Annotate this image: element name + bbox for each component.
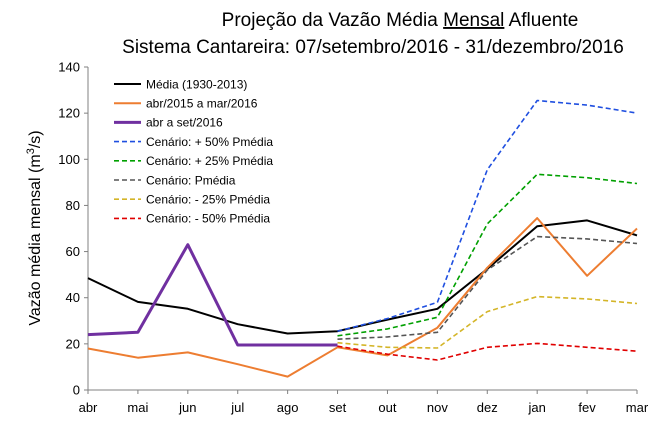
- legend-label-7: Cenário: - 50% Pmédia: [146, 212, 270, 226]
- series-line-6: [337, 295, 638, 349]
- chart-title-line-1: Projeção da Vazão Média Mensal Afluente: [222, 10, 579, 31]
- chart-title-line-2: Sistema Cantareira: 07/setembro/2016 - 3…: [122, 37, 624, 58]
- x-tick-label: mar: [626, 400, 649, 415]
- x-tick-label: abr: [79, 400, 98, 415]
- y-tick-label: 140: [58, 60, 80, 75]
- axes: 0 20 40 60 80 100 120 140 abr mai jun jul ago set out n…: [58, 60, 649, 416]
- x-tick-label: nov: [427, 400, 448, 415]
- series-line-2: [87, 243, 338, 347]
- x-tick-label: jan: [528, 400, 546, 415]
- y-axis-label: Vazão média mensal (m3/s): [25, 130, 44, 325]
- title-prefix: Projeção da Vazão Média: [222, 10, 443, 31]
- y-tick-label: 20: [66, 336, 80, 351]
- x-tick-label: mai: [127, 400, 148, 415]
- x-tick-label: set: [329, 400, 347, 415]
- series-line-7: [337, 342, 638, 361]
- y-tick-label: 80: [66, 198, 80, 213]
- series-line-3: [337, 99, 638, 332]
- title-suffix: Afluente: [504, 10, 578, 31]
- ylabel-suffix: /s): [27, 130, 44, 148]
- legend: Média (1930-2013) abr/2015 a mar/2016 abr …: [114, 77, 273, 226]
- legend-label-3: Cenário: + 50% Pmédia: [146, 135, 273, 149]
- y-tick-label: 40: [66, 290, 80, 305]
- legend-label-5: Cenário: Pmédia: [146, 173, 236, 187]
- x-tick-label: jul: [230, 400, 244, 415]
- y-tick-label: 100: [58, 152, 80, 167]
- y-tick-label: 60: [66, 244, 80, 259]
- y-tick-label: 120: [58, 106, 80, 121]
- series-lines: [87, 99, 638, 378]
- x-tick-label: fev: [578, 400, 596, 415]
- series-line-1: [87, 217, 638, 378]
- x-tick-label: out: [378, 400, 396, 415]
- legend-label-6: Cenário: - 25% Pmédia: [146, 193, 270, 207]
- x-tick-label: jun: [178, 400, 196, 415]
- series-line-5: [337, 235, 638, 340]
- ylabel-prefix: Vazão média mensal (m: [27, 154, 44, 325]
- x-tick-label: ago: [277, 400, 299, 415]
- legend-label-4: Cenário: + 25% Pmédia: [146, 154, 273, 168]
- x-tick-label: dez: [477, 400, 498, 415]
- series-line-4: [337, 173, 638, 337]
- legend-label-0: Média (1930-2013): [146, 77, 247, 91]
- y-tick-label: 0: [73, 383, 80, 398]
- legend-label-1: abr/2015 a mar/2016: [146, 97, 258, 111]
- ylabel-superscript: 3: [25, 148, 37, 154]
- legend-label-2: abr a set/2016: [146, 116, 223, 130]
- title-underlined: Mensal: [443, 10, 504, 31]
